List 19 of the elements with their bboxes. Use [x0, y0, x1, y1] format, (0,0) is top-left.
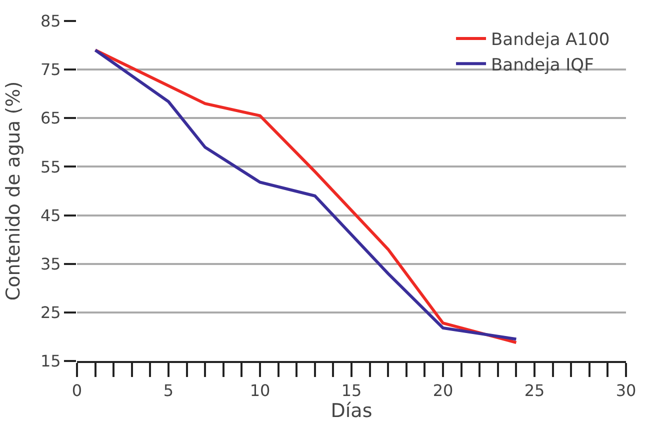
- y-tick-label: 15: [40, 352, 61, 371]
- y-tick-label: 85: [40, 12, 61, 31]
- y-axis-title: Contenido de agua (%): [2, 81, 24, 301]
- x-tick-label: 0: [72, 381, 82, 400]
- legend-label: Bandeja IQF: [491, 55, 594, 76]
- x-tick-label: 25: [524, 381, 545, 400]
- x-tick-label: 5: [163, 381, 174, 400]
- legend-label: Bandeja A100: [491, 30, 610, 50]
- y-tick-label: 75: [40, 60, 61, 80]
- x-tick-label: 10: [250, 381, 270, 400]
- y-tick-label: 55: [40, 157, 61, 176]
- y-tick-label: 45: [40, 206, 61, 225]
- x-tick-label: 20: [432, 381, 454, 400]
- y-tick-label: 35: [40, 254, 61, 274]
- x-axis-title: Días: [330, 400, 372, 422]
- x-tick-label: 15: [341, 381, 362, 400]
- y-tick-label: 65: [40, 108, 61, 128]
- y-tick-label: 25: [40, 303, 61, 322]
- x-tick-label: 30: [616, 381, 636, 400]
